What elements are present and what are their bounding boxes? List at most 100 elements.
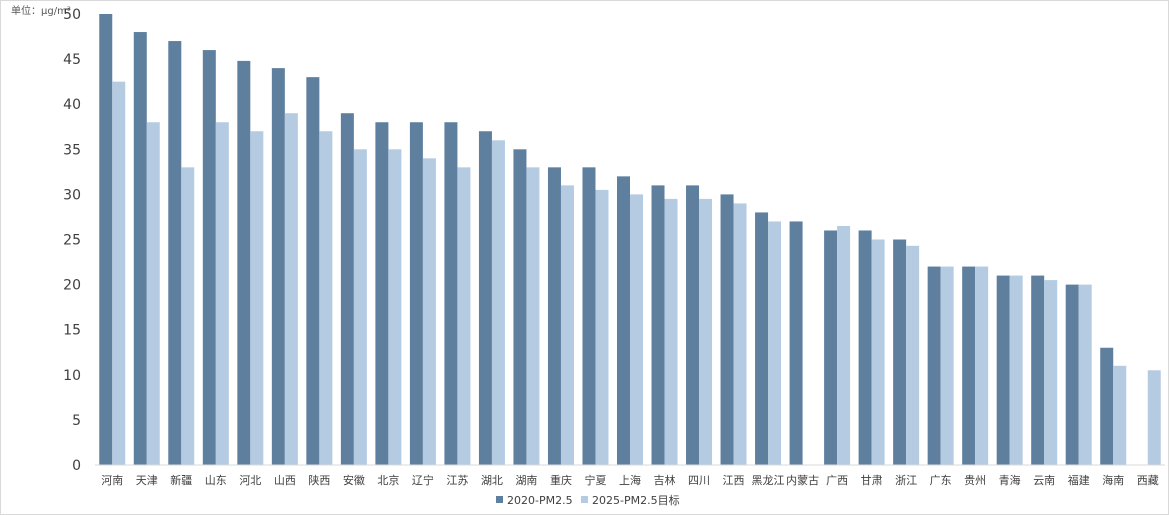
bar-2025-target	[422, 158, 436, 465]
bar-2020	[271, 68, 285, 466]
y-tick-label: 10	[63, 368, 81, 384]
bar-2025-target	[595, 189, 609, 465]
y-tick-label: 25	[63, 233, 81, 249]
bar-2025-target	[491, 140, 505, 465]
bar-2020	[547, 167, 561, 465]
bar-2020	[824, 230, 838, 465]
x-category-label: 天津	[136, 474, 158, 487]
y-tick-label: 15	[63, 323, 81, 339]
bar-2025-target	[1044, 280, 1058, 465]
bar-2025-target	[284, 113, 298, 465]
bar-2025-target	[871, 239, 885, 465]
bar-2025-target	[388, 149, 402, 466]
bar-2025-target	[250, 131, 264, 465]
bar-2020	[962, 266, 976, 465]
x-category-label: 贵州	[964, 474, 986, 487]
bar-2020	[375, 122, 389, 466]
bar-2020	[1065, 284, 1079, 465]
bar-2025-target	[630, 194, 643, 465]
bar-2020	[168, 41, 182, 466]
x-category-label: 广东	[930, 474, 952, 487]
x-category-label: 西藏	[1137, 474, 1159, 487]
bar-2025-target	[699, 198, 713, 465]
x-category-label: 重庆	[550, 473, 572, 487]
bar-2020	[927, 266, 941, 465]
bar-2025-target	[975, 266, 989, 465]
bar-2020	[1100, 347, 1114, 465]
bar-2025-target	[353, 149, 367, 466]
x-category-label: 安徽	[343, 473, 365, 487]
bar-2020	[789, 221, 803, 465]
bar-2025-target	[1147, 370, 1161, 465]
bar-2025-target	[837, 225, 851, 465]
bar-2020	[720, 194, 734, 465]
x-category-label: 湖北	[481, 474, 503, 487]
x-category-label: 黑龙江	[752, 474, 785, 487]
bar-2020	[237, 60, 251, 466]
legend: 2020-PM2.5 2025-PM2.5目标	[496, 493, 680, 507]
bar-2020	[478, 131, 492, 465]
bar-2020	[1031, 275, 1045, 465]
x-category-label: 广西	[826, 474, 848, 487]
bar-2025-target	[733, 203, 747, 466]
unit-label: 单位：μg/m³	[11, 4, 71, 17]
bar-2020	[340, 113, 354, 465]
x-category-label: 山东	[205, 474, 227, 487]
bar-2025-target	[1009, 275, 1023, 465]
x-category-label: 福建	[1068, 473, 1090, 487]
x-category-label: 江苏	[446, 474, 468, 487]
x-category-label: 山西	[274, 474, 296, 487]
y-tick-label: 5	[72, 413, 81, 429]
x-category-label: 宁夏	[584, 473, 606, 487]
bar-2025-target	[940, 266, 954, 465]
x-axis-labels: 河南 天津 新疆 山东 河北 山西 陕西 安徽 北京 辽宁 江苏 湖北 湖南 重庆 宁夏 上海 吉林 四川 江西 黑龙…	[101, 473, 1158, 487]
y-tick-label: 30	[63, 187, 81, 203]
bar-2020	[99, 14, 113, 465]
x-category-label: 海南	[1102, 473, 1124, 487]
bar-2020	[444, 122, 458, 466]
bar-2020	[893, 239, 907, 465]
bar-2025-target	[181, 167, 195, 465]
x-category-label: 云南	[1033, 474, 1055, 487]
bar-2025-target	[457, 167, 471, 465]
bar-2020	[858, 230, 872, 465]
bar-2025-target	[1078, 284, 1092, 465]
legend-label: 2025-PM2.5目标	[592, 493, 680, 507]
bar-2020	[513, 149, 527, 466]
x-category-label: 四川	[688, 474, 710, 487]
x-category-label: 陕西	[308, 473, 330, 487]
y-axis-ticks: 0 5 10 15 20 25 30 35 40 45 50	[63, 7, 81, 474]
bar-2020	[202, 50, 216, 465]
x-category-label: 内蒙古	[786, 473, 819, 487]
bar-2025-target	[1113, 365, 1127, 465]
x-category-label: 甘肃	[861, 474, 883, 487]
legend-swatch	[496, 496, 503, 503]
y-tick-label: 0	[72, 458, 81, 474]
x-category-label: 新疆	[170, 473, 192, 487]
bar-2025-target	[768, 221, 782, 465]
y-tick-label: 40	[63, 97, 81, 113]
legend-swatch	[581, 496, 588, 503]
bar-2020	[582, 167, 596, 465]
y-tick-label: 45	[63, 52, 81, 68]
x-category-label: 辽宁	[412, 473, 434, 487]
bar-2025-target	[319, 131, 333, 465]
bar-2020	[617, 176, 630, 466]
bar-2025-target	[526, 167, 540, 465]
x-category-label: 江西	[723, 474, 745, 487]
x-category-label: 青海	[999, 473, 1021, 487]
bars	[99, 14, 1161, 466]
bar-2025-target	[906, 245, 920, 465]
x-category-label: 上海	[619, 473, 641, 487]
x-category-label: 浙江	[895, 474, 917, 487]
bar-2020	[133, 32, 147, 465]
bar-2025-target	[560, 185, 574, 465]
x-category-label: 湖南	[515, 474, 537, 487]
y-tick-label: 50	[63, 7, 81, 23]
x-category-label: 河南	[101, 474, 123, 487]
bar-2020	[306, 77, 320, 465]
bar-2025-target	[215, 122, 229, 466]
bar-2025-target	[146, 122, 160, 466]
